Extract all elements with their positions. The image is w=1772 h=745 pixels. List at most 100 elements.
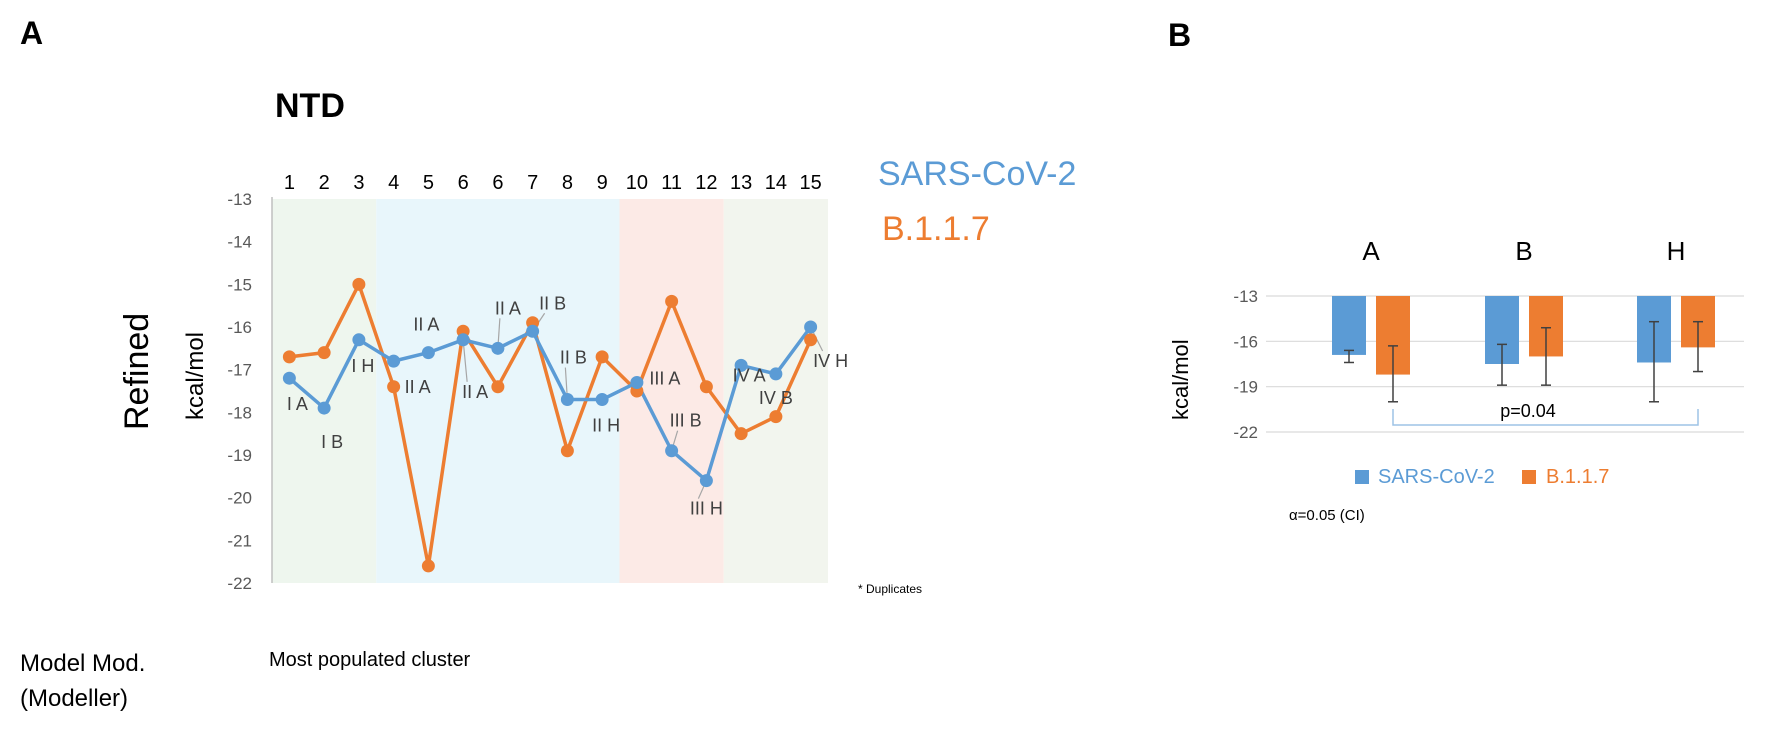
cluster-annotation: I B	[321, 432, 343, 452]
data-point-sars	[317, 401, 331, 415]
cluster-annotation: II B	[539, 293, 566, 313]
data-point-b117	[595, 350, 609, 364]
cluster-annotation: IV B	[759, 388, 793, 408]
category-label: B	[1515, 236, 1532, 266]
y-tick-label: -16	[227, 318, 252, 337]
data-point-b117	[560, 444, 574, 458]
data-point-b117	[282, 350, 296, 364]
series-line-b117	[289, 282, 813, 568]
x-tick-label: 11	[661, 172, 682, 194]
x-tick-label: 10	[626, 172, 648, 194]
footer-left-line1: Model Mod.	[20, 650, 145, 677]
data-point-b117	[352, 277, 366, 291]
x-tick-label: 12	[695, 172, 717, 194]
data-point-sars	[699, 474, 713, 488]
significance-bracket	[1392, 409, 1699, 426]
data-point-b117	[491, 380, 505, 394]
line-chart-ntd: -13 -14 -15 -16 -17 -18 -19 -20 -21 -22 1 2 3 4 5 6 6 7 8 9…	[227, 172, 848, 593]
data-point-sars	[282, 371, 296, 385]
panel-b-y-unit: kcal/mol	[1168, 339, 1193, 420]
y-tick-label: -17	[227, 361, 252, 380]
data-point-sars	[630, 375, 644, 389]
y-tick-label: -21	[227, 531, 252, 550]
annotation-leader-line	[462, 339, 468, 382]
footer-left-line2: (Modeller)	[20, 685, 128, 712]
x-tick-label: 14	[765, 172, 787, 194]
legend-b-b117-swatch	[1522, 470, 1536, 484]
bar-chart-clusters: -13 -16 -19 -22 A B H	[1233, 236, 1744, 442]
panel-a-label: A	[20, 15, 43, 51]
alpha-note: α=0.05 (CI)	[1289, 507, 1365, 524]
y-tick-label: -15	[227, 275, 252, 294]
data-point-sars	[734, 358, 748, 372]
legend-b-sars: SARS-CoV-2	[1378, 466, 1495, 488]
region-band-I	[272, 199, 377, 583]
cluster-annotation: II A	[413, 315, 439, 335]
data-point-sars	[387, 354, 401, 368]
y-tick-label: -13	[1233, 287, 1258, 306]
data-point-sars	[804, 320, 818, 334]
data-point-sars	[595, 393, 609, 407]
x-tick-label: 13	[730, 172, 752, 194]
data-point-b117	[699, 380, 713, 394]
x-tick-label: 3	[353, 172, 364, 194]
y-tick-label: -22	[1233, 423, 1258, 442]
cluster-annotation: II A	[462, 382, 488, 402]
y-tick-label: -19	[1233, 378, 1258, 397]
p-value-label: p=0.04	[1500, 401, 1556, 421]
data-point-b117	[734, 427, 748, 441]
cluster-annotation: II A	[405, 377, 431, 397]
y-tick-label: -20	[227, 489, 252, 508]
refined-label: Refined	[118, 313, 156, 430]
legend-a-sars: SARS-CoV-2	[878, 155, 1076, 193]
data-point-sars	[491, 341, 505, 355]
cluster-annotation: I H	[351, 356, 374, 376]
data-point-sars	[560, 393, 574, 407]
cluster-annotation: IV A	[733, 365, 766, 385]
y-tick-label: -19	[227, 446, 252, 465]
y-tick-label: -22	[227, 574, 252, 593]
panel-a-y-unit: kcal/mol	[182, 332, 209, 420]
panel-b-label: B	[1168, 17, 1191, 53]
y-tick-label: -18	[227, 403, 252, 422]
x-tick-label: 6	[492, 172, 503, 194]
cluster-annotation: II A	[495, 298, 521, 318]
x-tick-label: 6	[458, 172, 469, 194]
cluster-annotation: I A	[287, 394, 308, 414]
data-point-b117	[387, 380, 401, 394]
cluster-annotation: IV H	[813, 351, 848, 371]
cluster-annotation: III A	[649, 368, 680, 388]
data-point-b117	[317, 346, 331, 360]
y-tick-label: -14	[227, 233, 252, 252]
cluster-annotation: III H	[690, 499, 723, 519]
series-line-sars	[288, 325, 813, 483]
legend-b-sars-swatch	[1355, 470, 1369, 484]
bar-sars	[1332, 296, 1366, 355]
data-point-sars	[421, 346, 435, 360]
data-point-b117	[804, 333, 818, 347]
panel-a-title: NTD	[275, 87, 345, 125]
x-tick-label: 15	[800, 172, 822, 194]
x-tick-label: 9	[597, 172, 608, 194]
data-point-b117	[421, 559, 435, 573]
region-band-IV	[723, 199, 828, 583]
cluster-annotation: III B	[670, 411, 702, 431]
data-point-sars	[526, 324, 540, 338]
data-point-sars	[769, 367, 783, 381]
x-tick-label: 7	[527, 172, 538, 194]
x-tick-label: 5	[423, 172, 434, 194]
y-tick-label: -13	[227, 190, 252, 209]
x-tick-label: 4	[388, 172, 399, 194]
footer-caption: Most populated cluster	[269, 649, 471, 671]
data-point-b117	[769, 410, 783, 424]
footnote-duplicates: * Duplicates	[858, 582, 922, 596]
data-point-sars	[456, 333, 470, 347]
category-label: A	[1362, 236, 1380, 266]
x-tick-label: 2	[319, 172, 330, 194]
x-tick-label: 8	[562, 172, 573, 194]
data-point-sars	[665, 444, 679, 458]
y-tick-label: -16	[1233, 332, 1258, 351]
legend-b-b117: B.1.1.7	[1546, 466, 1609, 488]
cluster-annotation: II H	[592, 416, 620, 436]
